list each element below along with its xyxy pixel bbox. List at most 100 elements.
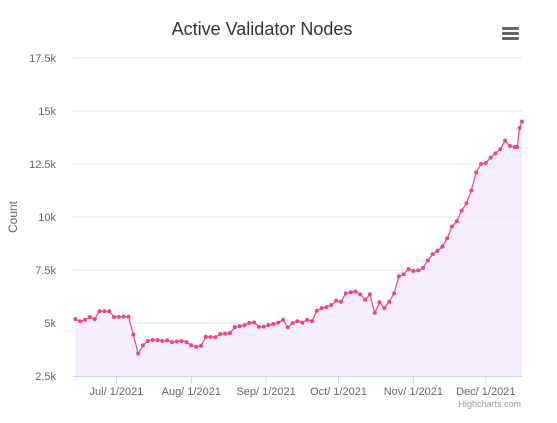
- data-point[interactable]: [430, 252, 435, 257]
- data-point[interactable]: [377, 300, 382, 305]
- data-point[interactable]: [358, 292, 363, 297]
- data-point[interactable]: [281, 317, 286, 322]
- data-point[interactable]: [232, 325, 237, 330]
- x-tick-label: Jul/ 1/2021: [90, 386, 144, 398]
- data-point[interactable]: [464, 201, 469, 206]
- data-point[interactable]: [334, 298, 339, 303]
- data-point[interactable]: [353, 289, 358, 294]
- data-point[interactable]: [136, 351, 141, 356]
- data-point[interactable]: [179, 339, 184, 344]
- data-point[interactable]: [469, 188, 474, 193]
- data-point[interactable]: [78, 319, 83, 324]
- data-point[interactable]: [348, 290, 353, 295]
- data-point[interactable]: [382, 306, 387, 311]
- data-point[interactable]: [329, 302, 334, 307]
- data-point[interactable]: [483, 160, 488, 165]
- data-point[interactable]: [271, 322, 276, 327]
- data-point[interactable]: [290, 321, 295, 325]
- data-point[interactable]: [285, 325, 290, 330]
- data-point[interactable]: [517, 125, 522, 130]
- credits-link[interactable]: Highcharts.com: [458, 399, 521, 409]
- x-axis: Jul/ 1/2021 Aug/ 1/2021 Sep/ 1/2021 Oct/ 1/…: [73, 376, 522, 398]
- data-point[interactable]: [150, 337, 155, 342]
- data-point[interactable]: [92, 317, 97, 322]
- data-point[interactable]: [488, 155, 493, 160]
- data-point[interactable]: [145, 339, 150, 344]
- data-point[interactable]: [116, 314, 121, 319]
- data-point[interactable]: [169, 340, 174, 345]
- data-point[interactable]: [131, 332, 136, 337]
- data-point[interactable]: [107, 309, 112, 314]
- data-point[interactable]: [194, 344, 199, 349]
- data-point[interactable]: [300, 320, 305, 325]
- data-point[interactable]: [295, 319, 300, 324]
- data-point[interactable]: [425, 258, 430, 263]
- data-point[interactable]: [319, 306, 324, 311]
- data-point[interactable]: [256, 324, 261, 329]
- data-point[interactable]: [102, 309, 107, 314]
- data-point[interactable]: [367, 292, 372, 297]
- data-point[interactable]: [203, 334, 208, 339]
- data-point[interactable]: [387, 299, 392, 304]
- data-point[interactable]: [242, 323, 247, 328]
- data-point[interactable]: [184, 340, 189, 345]
- data-point[interactable]: [314, 308, 319, 313]
- data-point[interactable]: [266, 323, 271, 328]
- data-point[interactable]: [401, 272, 406, 277]
- data-point[interactable]: [445, 236, 450, 241]
- data-point[interactable]: [507, 143, 512, 148]
- data-point[interactable]: [112, 315, 117, 320]
- data-point[interactable]: [121, 314, 126, 319]
- context-menu-button[interactable]: [496, 20, 526, 46]
- data-point[interactable]: [411, 269, 416, 274]
- chart-title: Active Validator Nodes: [172, 19, 353, 39]
- data-point[interactable]: [343, 291, 348, 296]
- data-point[interactable]: [227, 331, 232, 336]
- data-point[interactable]: [309, 319, 314, 324]
- data-point[interactable]: [165, 338, 170, 343]
- data-point[interactable]: [363, 297, 368, 302]
- data-point[interactable]: [73, 317, 78, 322]
- data-point[interactable]: [97, 309, 102, 314]
- data-point[interactable]: [126, 314, 131, 319]
- data-point[interactable]: [218, 332, 223, 337]
- data-point[interactable]: [454, 219, 459, 224]
- data-point[interactable]: [261, 324, 266, 329]
- data-point[interactable]: [174, 339, 179, 344]
- data-point[interactable]: [503, 138, 508, 143]
- data-point[interactable]: [160, 339, 165, 344]
- data-point[interactable]: [515, 145, 520, 150]
- data-point[interactable]: [372, 310, 377, 315]
- data-point[interactable]: [520, 119, 524, 124]
- data-point[interactable]: [449, 224, 454, 229]
- data-point[interactable]: [416, 268, 421, 273]
- data-point[interactable]: [276, 320, 281, 325]
- data-point[interactable]: [247, 321, 252, 325]
- data-point[interactable]: [155, 338, 160, 343]
- data-point[interactable]: [223, 331, 228, 336]
- data-point[interactable]: [421, 265, 426, 270]
- data-point[interactable]: [435, 248, 440, 253]
- data-point[interactable]: [141, 343, 146, 348]
- data-point[interactable]: [213, 335, 218, 340]
- data-point[interactable]: [87, 315, 92, 320]
- data-point[interactable]: [305, 317, 310, 322]
- data-point[interactable]: [237, 324, 242, 329]
- data-point[interactable]: [498, 147, 503, 152]
- data-point[interactable]: [493, 151, 498, 156]
- data-point[interactable]: [474, 170, 479, 175]
- data-point[interactable]: [252, 320, 257, 325]
- data-point[interactable]: [189, 343, 194, 348]
- data-point[interactable]: [208, 334, 213, 339]
- data-point[interactable]: [338, 299, 343, 304]
- y-tick-label: 17.5k: [29, 53, 56, 65]
- data-point[interactable]: [198, 343, 203, 348]
- data-point[interactable]: [396, 274, 401, 279]
- data-point[interactable]: [83, 317, 88, 322]
- data-point[interactable]: [459, 208, 464, 213]
- data-point[interactable]: [478, 162, 483, 166]
- data-point[interactable]: [324, 305, 329, 310]
- data-point[interactable]: [440, 244, 445, 249]
- data-point[interactable]: [406, 266, 411, 271]
- data-point[interactable]: [392, 291, 397, 296]
